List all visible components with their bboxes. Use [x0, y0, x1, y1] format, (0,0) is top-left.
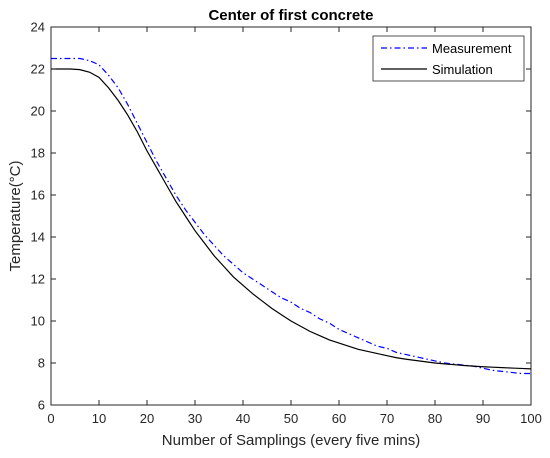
y-tick-label: 6	[38, 398, 45, 413]
x-tick-label: 90	[476, 411, 490, 426]
x-tick-label: 80	[428, 411, 442, 426]
legend-box	[372, 35, 525, 82]
y-tick-label: 14	[31, 230, 45, 245]
plot-area	[50, 26, 532, 406]
x-tick-label: 50	[284, 411, 298, 426]
x-tick-label: 70	[380, 411, 394, 426]
legend: Measurement Simulation	[372, 35, 525, 82]
x-axis-title: Number of Samplings (every five mins)	[162, 432, 420, 449]
x-tick-label: 10	[92, 411, 106, 426]
x-tick-label: 60	[332, 411, 346, 426]
y-tick-label: 18	[31, 146, 45, 161]
y-tick-label: 12	[31, 272, 45, 287]
x-tick-label: 40	[236, 411, 250, 426]
x-tick-label: 20	[140, 411, 154, 426]
y-tick-label: 10	[31, 314, 45, 329]
series-layer	[51, 57, 532, 375]
y-tick-label: 24	[31, 20, 45, 35]
legend-label-measurement: Measurement	[432, 41, 512, 56]
chart-title: Center of first concrete	[208, 7, 373, 24]
y-tick-label: 16	[31, 188, 45, 203]
x-tick-label: 0	[47, 411, 54, 426]
series-line-simulation	[51, 68, 532, 370]
x-tick-label: 30	[188, 411, 202, 426]
y-tick-label: 22	[31, 62, 45, 77]
series-line-measurement	[51, 57, 531, 375]
y-tick-label: 20	[31, 104, 45, 119]
x-tick-label: 100	[520, 411, 542, 426]
ticks-layer: 0 10 20 30 40 50 60 70 80 90 100 6 8 10 12 14 16 18 20 22 24	[31, 20, 542, 427]
y-tick-label: 8	[38, 356, 45, 371]
legend-label-simulation: Simulation	[432, 62, 493, 77]
y-axis-title: Temperature(°C)	[7, 160, 24, 271]
